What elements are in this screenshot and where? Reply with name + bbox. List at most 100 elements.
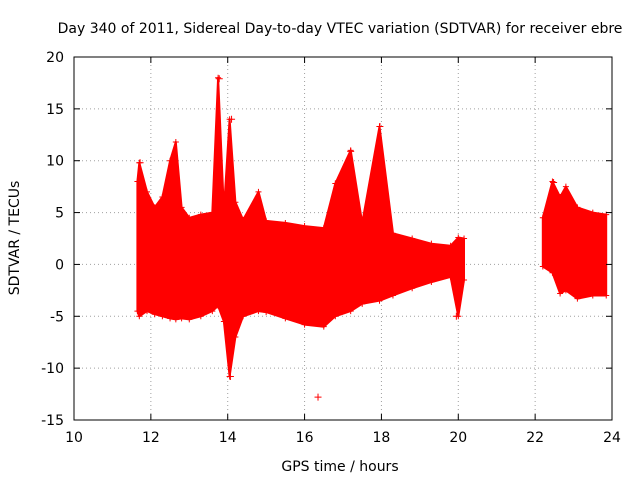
data-point	[320, 225, 327, 232]
outlier-point	[228, 115, 236, 123]
data-point	[186, 214, 193, 221]
chart-title: Day 340 of 2011, Sidereal Day-to-day VTE…	[58, 21, 623, 37]
data-point	[376, 297, 383, 304]
data-point	[549, 178, 556, 185]
data-point	[301, 223, 308, 230]
outlier-point	[376, 122, 384, 130]
data-point	[144, 308, 151, 315]
data-point	[589, 292, 596, 299]
data-point	[562, 287, 569, 294]
outlier-point	[347, 147, 355, 155]
outlier-point	[550, 178, 558, 186]
data-point	[151, 204, 158, 211]
data-point	[255, 308, 262, 315]
x-tick-label: 14	[219, 430, 237, 446]
data-point	[209, 308, 216, 315]
x-tick-label: 18	[373, 430, 391, 446]
data-point	[255, 188, 262, 195]
y-tick-label: 5	[55, 206, 64, 222]
y-tick-label: -15	[41, 413, 64, 429]
data-point	[215, 302, 222, 309]
x-tick-label: 10	[65, 430, 83, 446]
data-point	[144, 188, 151, 195]
data-point	[574, 204, 581, 211]
x-axis-label: GPS time / hours	[281, 459, 398, 475]
data-point	[603, 292, 610, 299]
data-point	[215, 74, 222, 81]
data-point	[178, 315, 185, 322]
data-point	[167, 157, 174, 164]
data-band	[136, 76, 465, 378]
data-point	[428, 240, 435, 247]
data-point	[209, 209, 216, 216]
series-sdtvar	[134, 74, 610, 401]
data-point	[134, 308, 141, 315]
data-point	[557, 194, 564, 201]
data-point	[220, 207, 227, 214]
data-point	[320, 323, 327, 330]
y-tick-label: 10	[46, 154, 64, 170]
data-point	[232, 334, 239, 341]
data-point	[172, 316, 179, 323]
data-point	[409, 285, 416, 292]
data-point	[539, 214, 546, 221]
data-point	[574, 295, 581, 302]
data-point	[197, 313, 204, 320]
y-tick-label: 0	[55, 257, 64, 273]
data-point	[178, 204, 185, 211]
y-tick-label: 20	[46, 50, 64, 66]
x-tick-label: 22	[526, 430, 544, 446]
x-tick-label: 20	[449, 430, 467, 446]
data-point	[167, 315, 174, 322]
y-tick-label: -5	[50, 309, 64, 325]
data-point	[347, 308, 354, 315]
data-point	[359, 300, 366, 307]
ticks: 10 12 14 16 18 20 22 24 -15 -10 -5 0 5 10 15 20	[41, 50, 621, 446]
data-point	[282, 219, 289, 226]
outlier-point	[332, 180, 340, 188]
data-point	[589, 209, 596, 216]
x-tick-label: 24	[603, 430, 621, 446]
data-point	[159, 194, 166, 201]
data-point	[389, 292, 396, 299]
data-point	[447, 273, 454, 280]
data-point	[172, 139, 179, 146]
data-point	[220, 318, 227, 325]
data-point	[232, 199, 239, 206]
data-band	[541, 180, 608, 300]
data-point	[359, 219, 366, 226]
data-point	[263, 309, 270, 316]
y-tick-label: -10	[41, 361, 64, 377]
data-point	[557, 290, 564, 297]
data-point	[301, 321, 308, 328]
data-point	[461, 235, 468, 242]
data-point	[332, 313, 339, 320]
data-point	[136, 313, 143, 320]
y-axis-label: SDTVAR / TECUs	[7, 181, 23, 296]
x-tick-label: 16	[296, 430, 314, 446]
data-point	[134, 178, 141, 185]
data-point	[186, 316, 193, 323]
data-point	[549, 269, 556, 276]
outlier-point	[226, 372, 234, 380]
data-point	[240, 313, 247, 320]
data-point	[461, 276, 468, 283]
data-point	[197, 211, 204, 218]
plot-frame	[73, 56, 613, 421]
x-tick-label: 12	[142, 430, 160, 446]
data-point	[428, 279, 435, 286]
data-point	[240, 216, 247, 223]
outlier-point	[215, 75, 223, 83]
data-point	[447, 242, 454, 249]
data-point	[409, 235, 416, 242]
y-tick-label: 15	[46, 102, 64, 118]
outlier-point	[136, 159, 144, 167]
data-point	[389, 230, 396, 237]
data-point	[263, 217, 270, 224]
data-point	[282, 315, 289, 322]
outlier-point	[314, 393, 322, 401]
data-point	[151, 311, 158, 318]
outlier-point	[452, 312, 460, 320]
data-point	[562, 183, 569, 190]
